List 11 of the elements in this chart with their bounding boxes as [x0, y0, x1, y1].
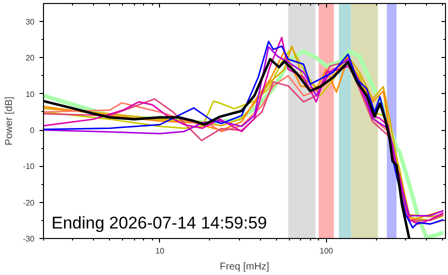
y-tick-label: 30 — [26, 18, 36, 27]
y-tick-label: 10 — [26, 90, 36, 99]
y-tick-label: 20 — [26, 54, 36, 63]
x-tick-label: 100 — [320, 246, 334, 256]
y-axis-title: Power [dB] — [4, 96, 15, 146]
y-tick-label: -30 — [22, 234, 36, 244]
y-tick-label: -20 — [22, 198, 36, 208]
y-tick-label: 0 — [30, 126, 36, 136]
y-tick-label: -10 — [22, 162, 36, 172]
x-axis-title: Freq [mHz] — [220, 262, 270, 272]
annotation: Ending 2026-07-14 14:59:59 — [52, 214, 268, 232]
